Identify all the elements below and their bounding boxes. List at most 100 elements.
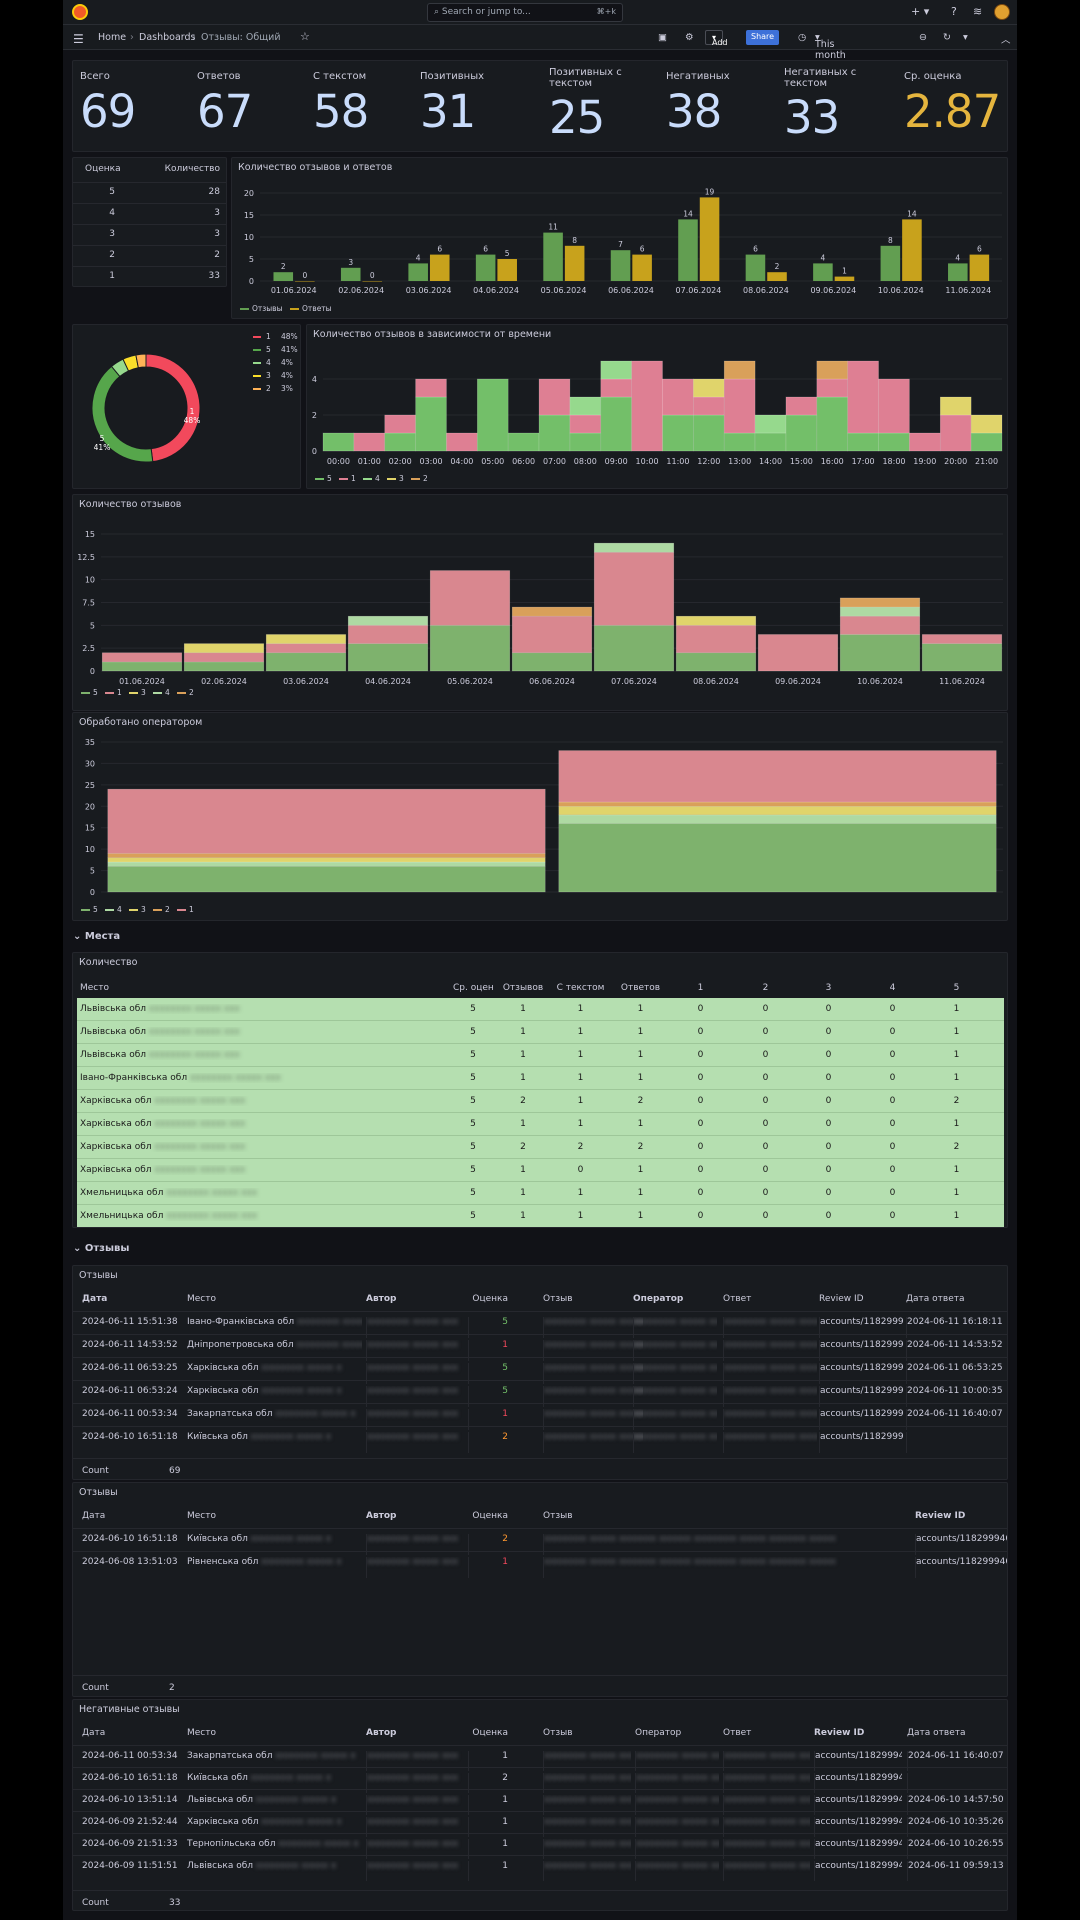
- bar[interactable]: [834, 276, 855, 281]
- legend-label[interactable]: 3: [399, 474, 404, 483]
- table-row[interactable]: 2024-06-10 13:51:14 Львівська обл xxxxxxx…: [73, 1789, 1007, 1815]
- column-header[interactable]: Автор: [366, 1728, 397, 1738]
- column-header[interactable]: Оценка: [472, 1728, 508, 1738]
- column-header[interactable]: Ср. оценка: [453, 983, 493, 993]
- legend-label[interactable]: 1: [189, 905, 194, 914]
- bar[interactable]: [295, 281, 315, 282]
- table-row[interactable]: 2024-06-11 14:53:52 Дніпропетровська обл …: [73, 1334, 1007, 1361]
- column-header[interactable]: Review ID: [819, 1294, 864, 1304]
- bar-segment[interactable]: [511, 615, 593, 654]
- column-header[interactable]: Review ID: [915, 1511, 966, 1521]
- bar-segment[interactable]: [939, 414, 972, 452]
- bar-segment[interactable]: [107, 788, 546, 854]
- bar-segment[interactable]: [183, 661, 265, 672]
- avatar[interactable]: [994, 4, 1010, 20]
- table-row[interactable]: 2024-06-11 00:53:34 Закарпатська обл xxxx…: [73, 1745, 1007, 1771]
- new-plus-icon[interactable]: + ▾: [911, 5, 930, 18]
- bar-segment[interactable]: [558, 750, 997, 803]
- column-header[interactable]: Автор: [366, 1294, 397, 1304]
- table-row[interactable]: 2024-06-10 16:51:18 Київська обл xxxxxxxx…: [73, 1767, 1007, 1793]
- column-header[interactable]: Дата ответа: [907, 1728, 966, 1738]
- column-header[interactable]: Ответ: [723, 1728, 752, 1738]
- bar[interactable]: [813, 263, 833, 281]
- bar-segment[interactable]: [107, 853, 546, 859]
- bar[interactable]: [340, 267, 361, 281]
- bar-segment[interactable]: [353, 432, 386, 452]
- bar-segment[interactable]: [600, 360, 632, 380]
- refresh-interval-chevron-icon[interactable]: ▾: [963, 32, 968, 43]
- bar-segment[interactable]: [322, 432, 355, 452]
- bar-segment[interactable]: [538, 414, 571, 452]
- bar-segment[interactable]: [569, 396, 602, 416]
- bar[interactable]: [699, 197, 720, 281]
- column-header[interactable]: Отзыв: [543, 1728, 573, 1738]
- bar-segment[interactable]: [723, 378, 756, 434]
- bar-segment[interactable]: [569, 414, 602, 434]
- bar-segment[interactable]: [183, 643, 265, 654]
- bar-segment[interactable]: [600, 396, 632, 452]
- section-places-header[interactable]: ⌄ Места: [73, 931, 121, 942]
- bar-segment[interactable]: [693, 396, 725, 416]
- legend-label[interactable]: 1: [351, 474, 356, 483]
- bar[interactable]: [745, 254, 766, 281]
- legend-label[interactable]: 1: [117, 688, 122, 697]
- legend-label[interactable]: 4: [165, 688, 170, 697]
- column-header[interactable]: Автор: [366, 1511, 397, 1521]
- bar-segment[interactable]: [816, 360, 848, 380]
- column-header[interactable]: Место: [187, 1728, 216, 1738]
- table-row[interactable]: 2024-06-11 06:53:25 Харківська обл xxxxxx…: [73, 1357, 1007, 1384]
- legend-label[interactable]: 5: [266, 345, 271, 354]
- bar-segment[interactable]: [593, 542, 675, 553]
- bar-segment[interactable]: [785, 396, 818, 416]
- bar-segment[interactable]: [816, 396, 848, 452]
- search-input[interactable]: ⌕ Search or jump to... ⌘+k: [427, 3, 623, 22]
- column-header[interactable]: Дата: [82, 1511, 106, 1521]
- bar[interactable]: [273, 272, 294, 281]
- legend-label[interactable]: Ответы: [302, 304, 332, 313]
- bar-segment[interactable]: [507, 432, 540, 452]
- column-header[interactable]: Место: [187, 1511, 216, 1521]
- legend-label[interactable]: 2: [266, 384, 271, 393]
- breadcrumb-home[interactable]: Home: [98, 32, 127, 43]
- legend-label[interactable]: Отзывы: [252, 304, 283, 313]
- bar-segment[interactable]: [107, 861, 546, 867]
- bar[interactable]: [497, 259, 517, 281]
- bar-segment[interactable]: [939, 396, 972, 416]
- legend-label[interactable]: 2: [165, 905, 170, 914]
- column-header[interactable]: Ответ: [723, 1294, 752, 1304]
- bar-segment[interactable]: [878, 432, 910, 452]
- bar[interactable]: [408, 263, 428, 281]
- legend-label[interactable]: 5: [93, 688, 98, 697]
- bar-segment[interactable]: [847, 360, 879, 434]
- legend-label[interactable]: 3: [266, 371, 271, 380]
- table-row[interactable]: 2024-06-09 11:51:51 Львівська обл xxxxxxx…: [73, 1855, 1007, 1881]
- bar-segment[interactable]: [693, 378, 725, 398]
- bar-segment[interactable]: [754, 432, 787, 452]
- bar-segment[interactable]: [675, 625, 757, 654]
- bar-segment[interactable]: [723, 432, 756, 452]
- column-header[interactable]: 1: [697, 983, 704, 993]
- bar-segment[interactable]: [446, 432, 478, 452]
- bar[interactable]: [767, 272, 787, 281]
- column-header[interactable]: 3: [825, 983, 832, 993]
- bar-segment[interactable]: [839, 615, 921, 635]
- bar-segment[interactable]: [662, 378, 694, 416]
- pie-slice[interactable]: [135, 353, 147, 369]
- bar-segment[interactable]: [429, 570, 511, 626]
- bar-segment[interactable]: [558, 801, 997, 807]
- news-rss-icon[interactable]: ≋: [973, 5, 983, 18]
- bar-segment[interactable]: [511, 652, 593, 672]
- menu-icon[interactable]: ☰: [73, 32, 84, 46]
- bar-segment[interactable]: [839, 606, 921, 617]
- legend-label[interactable]: 4: [266, 358, 271, 367]
- bar-segment[interactable]: [558, 805, 997, 816]
- column-header[interactable]: Отзывов: [502, 983, 544, 993]
- bar-segment[interactable]: [538, 378, 571, 416]
- column-header[interactable]: С текстом: [556, 983, 605, 993]
- column-header[interactable]: Количество: [164, 164, 220, 174]
- table-row[interactable]: 2024-06-10 16:51:18 Київська обл xxxxxxxx…: [73, 1528, 1007, 1555]
- bar-segment[interactable]: [183, 652, 265, 663]
- bar[interactable]: [475, 254, 496, 281]
- section-reviews-header[interactable]: ⌄ Отзывы: [73, 1243, 130, 1254]
- bar[interactable]: [902, 219, 922, 281]
